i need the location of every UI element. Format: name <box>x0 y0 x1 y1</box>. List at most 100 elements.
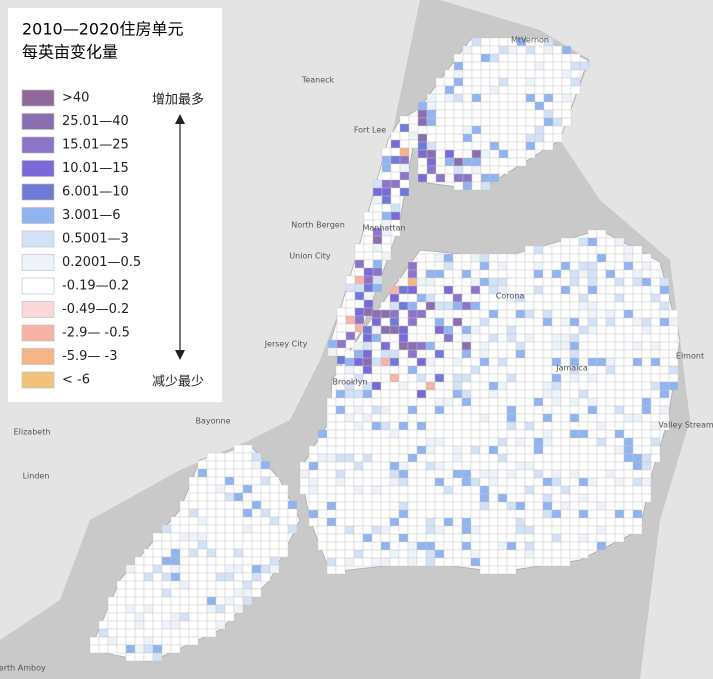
tract <box>524 349 535 359</box>
tract <box>224 484 235 494</box>
tract <box>425 397 436 407</box>
tract <box>233 460 244 470</box>
tract <box>152 532 163 542</box>
tract <box>381 187 392 197</box>
legend-swatch <box>21 371 55 389</box>
tract <box>434 309 445 319</box>
tract <box>507 45 518 55</box>
tract <box>299 477 310 487</box>
tract <box>389 285 400 295</box>
tract <box>479 293 490 303</box>
tract <box>479 533 490 543</box>
tract <box>452 301 463 311</box>
tract <box>605 517 616 527</box>
tract <box>569 277 580 287</box>
tract <box>443 349 454 359</box>
tract <box>335 469 346 479</box>
tract <box>224 492 235 502</box>
tract <box>507 117 518 127</box>
tract <box>125 652 136 662</box>
tract <box>461 501 472 511</box>
tract <box>569 429 580 439</box>
tract <box>569 261 580 271</box>
tract <box>614 533 625 543</box>
tract <box>525 85 536 95</box>
tract <box>524 373 535 383</box>
tract <box>543 61 554 71</box>
tract <box>542 293 553 303</box>
tract <box>452 365 463 375</box>
legend-label: -0.19—0.2 <box>62 279 129 294</box>
tract <box>416 389 427 399</box>
tract <box>542 493 553 503</box>
arrow-bottom-label: 减少最少 <box>152 375 204 390</box>
tract <box>488 477 499 487</box>
tract <box>336 331 347 341</box>
tract <box>362 493 373 503</box>
tract <box>533 469 544 479</box>
place-label: Fort Lee <box>354 126 386 135</box>
tract <box>416 485 427 495</box>
tract <box>426 173 437 183</box>
tract <box>299 461 310 471</box>
tract <box>353 453 364 463</box>
tract <box>125 588 136 598</box>
tract <box>188 628 199 638</box>
tract <box>443 453 454 463</box>
tract <box>596 429 607 439</box>
tract <box>461 373 472 383</box>
tract <box>461 421 472 431</box>
tract <box>179 604 190 614</box>
tract <box>416 381 427 391</box>
tract <box>444 101 455 111</box>
tract <box>578 541 589 551</box>
tract <box>497 341 508 351</box>
tract <box>605 501 616 511</box>
tract <box>560 389 571 399</box>
tract <box>578 333 589 343</box>
tract <box>188 564 199 574</box>
tract <box>287 516 298 526</box>
tract <box>614 277 625 287</box>
tract <box>551 277 562 287</box>
tract <box>380 525 391 535</box>
tract <box>152 556 163 566</box>
tract <box>242 508 253 518</box>
tract <box>444 125 455 135</box>
tract <box>542 485 553 495</box>
tract <box>488 421 499 431</box>
tract <box>515 445 526 455</box>
tract <box>560 517 571 527</box>
tract <box>524 365 535 375</box>
tract <box>632 461 643 471</box>
tract <box>479 261 490 271</box>
tract <box>623 413 634 423</box>
tract <box>434 517 445 527</box>
tract <box>89 636 100 646</box>
tract <box>569 269 580 279</box>
tract <box>551 437 562 447</box>
tract <box>407 405 418 415</box>
tract <box>497 453 508 463</box>
tract <box>507 149 518 159</box>
tract <box>434 501 445 511</box>
tract <box>326 405 337 415</box>
tract <box>197 476 208 486</box>
tract <box>560 509 571 519</box>
tract <box>161 524 172 534</box>
tract <box>407 469 418 479</box>
tract <box>444 133 455 143</box>
tract <box>206 572 217 582</box>
tract <box>587 445 598 455</box>
tract <box>260 524 271 534</box>
tract <box>452 293 463 303</box>
tract <box>425 301 436 311</box>
tract <box>489 77 500 87</box>
tract <box>416 541 427 551</box>
tract <box>179 588 190 598</box>
tract <box>506 389 517 399</box>
tract <box>398 365 409 375</box>
tract <box>596 269 607 279</box>
tract <box>569 437 580 447</box>
tract <box>524 317 535 327</box>
